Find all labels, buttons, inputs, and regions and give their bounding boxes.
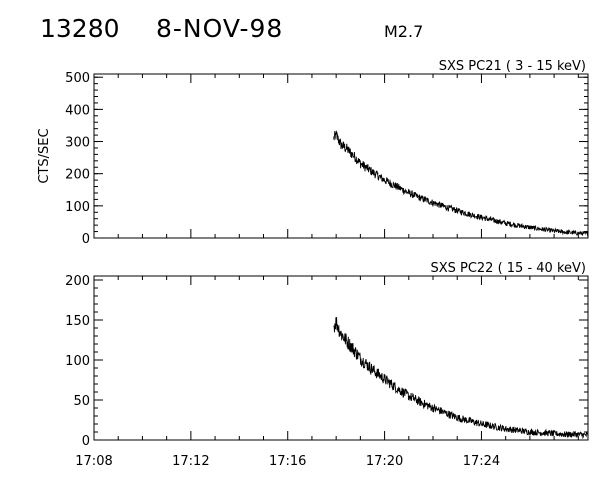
y-tick-label: 0 — [82, 232, 90, 247]
plot-frame-1 — [93, 73, 589, 239]
y-tick-label: 200 — [65, 168, 90, 183]
x-tick-label: 17:24 — [463, 454, 500, 469]
x-tick-label: 17:16 — [269, 454, 306, 469]
plot-title-2: SXS PC22 ( 15 - 40 keV) — [430, 261, 586, 276]
x-tick-label: 17:08 — [75, 454, 112, 469]
x-tick-label: 17:12 — [172, 454, 209, 469]
plot-title-1: SXS PC21 ( 3 - 15 keV) — [439, 59, 586, 74]
y-tick-label: 500 — [65, 71, 90, 86]
y-tick-label: 200 — [65, 274, 90, 289]
series-line-2 — [333, 317, 589, 440]
event-date: 8-NOV-98 — [156, 14, 284, 43]
event-id: 13280 — [40, 14, 120, 43]
y-axis-label: CTS/SEC — [37, 128, 52, 183]
flare-class: M2.7 — [384, 22, 424, 41]
y-tick-label: 400 — [65, 103, 90, 118]
y-tick-label: 300 — [65, 136, 90, 151]
y-tick-label: 50 — [73, 394, 90, 409]
x-tick-label: 17:20 — [366, 454, 403, 469]
y-tick-label: 100 — [65, 354, 90, 369]
y-tick-label: 0 — [82, 434, 90, 449]
series-line-1 — [333, 130, 589, 237]
y-tick-label: 150 — [65, 314, 90, 329]
y-tick-label: 100 — [65, 200, 90, 215]
plot-frame-2 — [93, 275, 589, 441]
